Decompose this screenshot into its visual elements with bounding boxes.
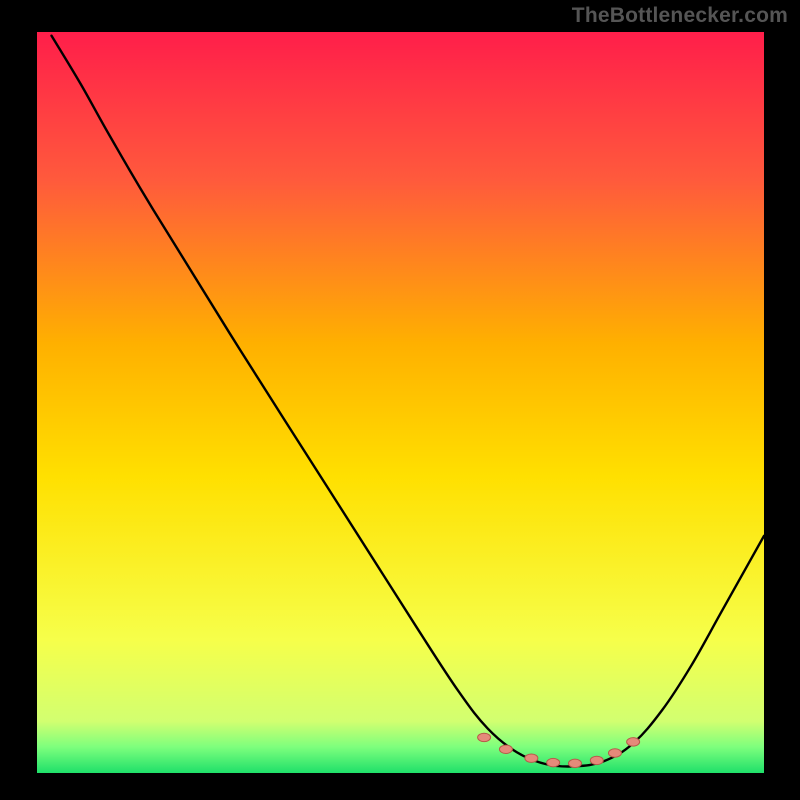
watermark-text: TheBottlenecker.com: [572, 4, 788, 28]
curve-marker: [608, 749, 621, 757]
curve-marker: [627, 738, 640, 746]
curve-marker: [478, 733, 491, 741]
gradient-background: [37, 32, 764, 773]
curve-marker: [525, 754, 538, 762]
chart-canvas: TheBottlenecker.com: [0, 0, 800, 800]
curve-marker: [499, 745, 512, 753]
chart-svg: [37, 32, 764, 773]
plot-area: [37, 32, 764, 773]
curve-marker: [590, 756, 603, 764]
curve-marker: [547, 758, 560, 766]
curve-marker: [568, 759, 581, 767]
